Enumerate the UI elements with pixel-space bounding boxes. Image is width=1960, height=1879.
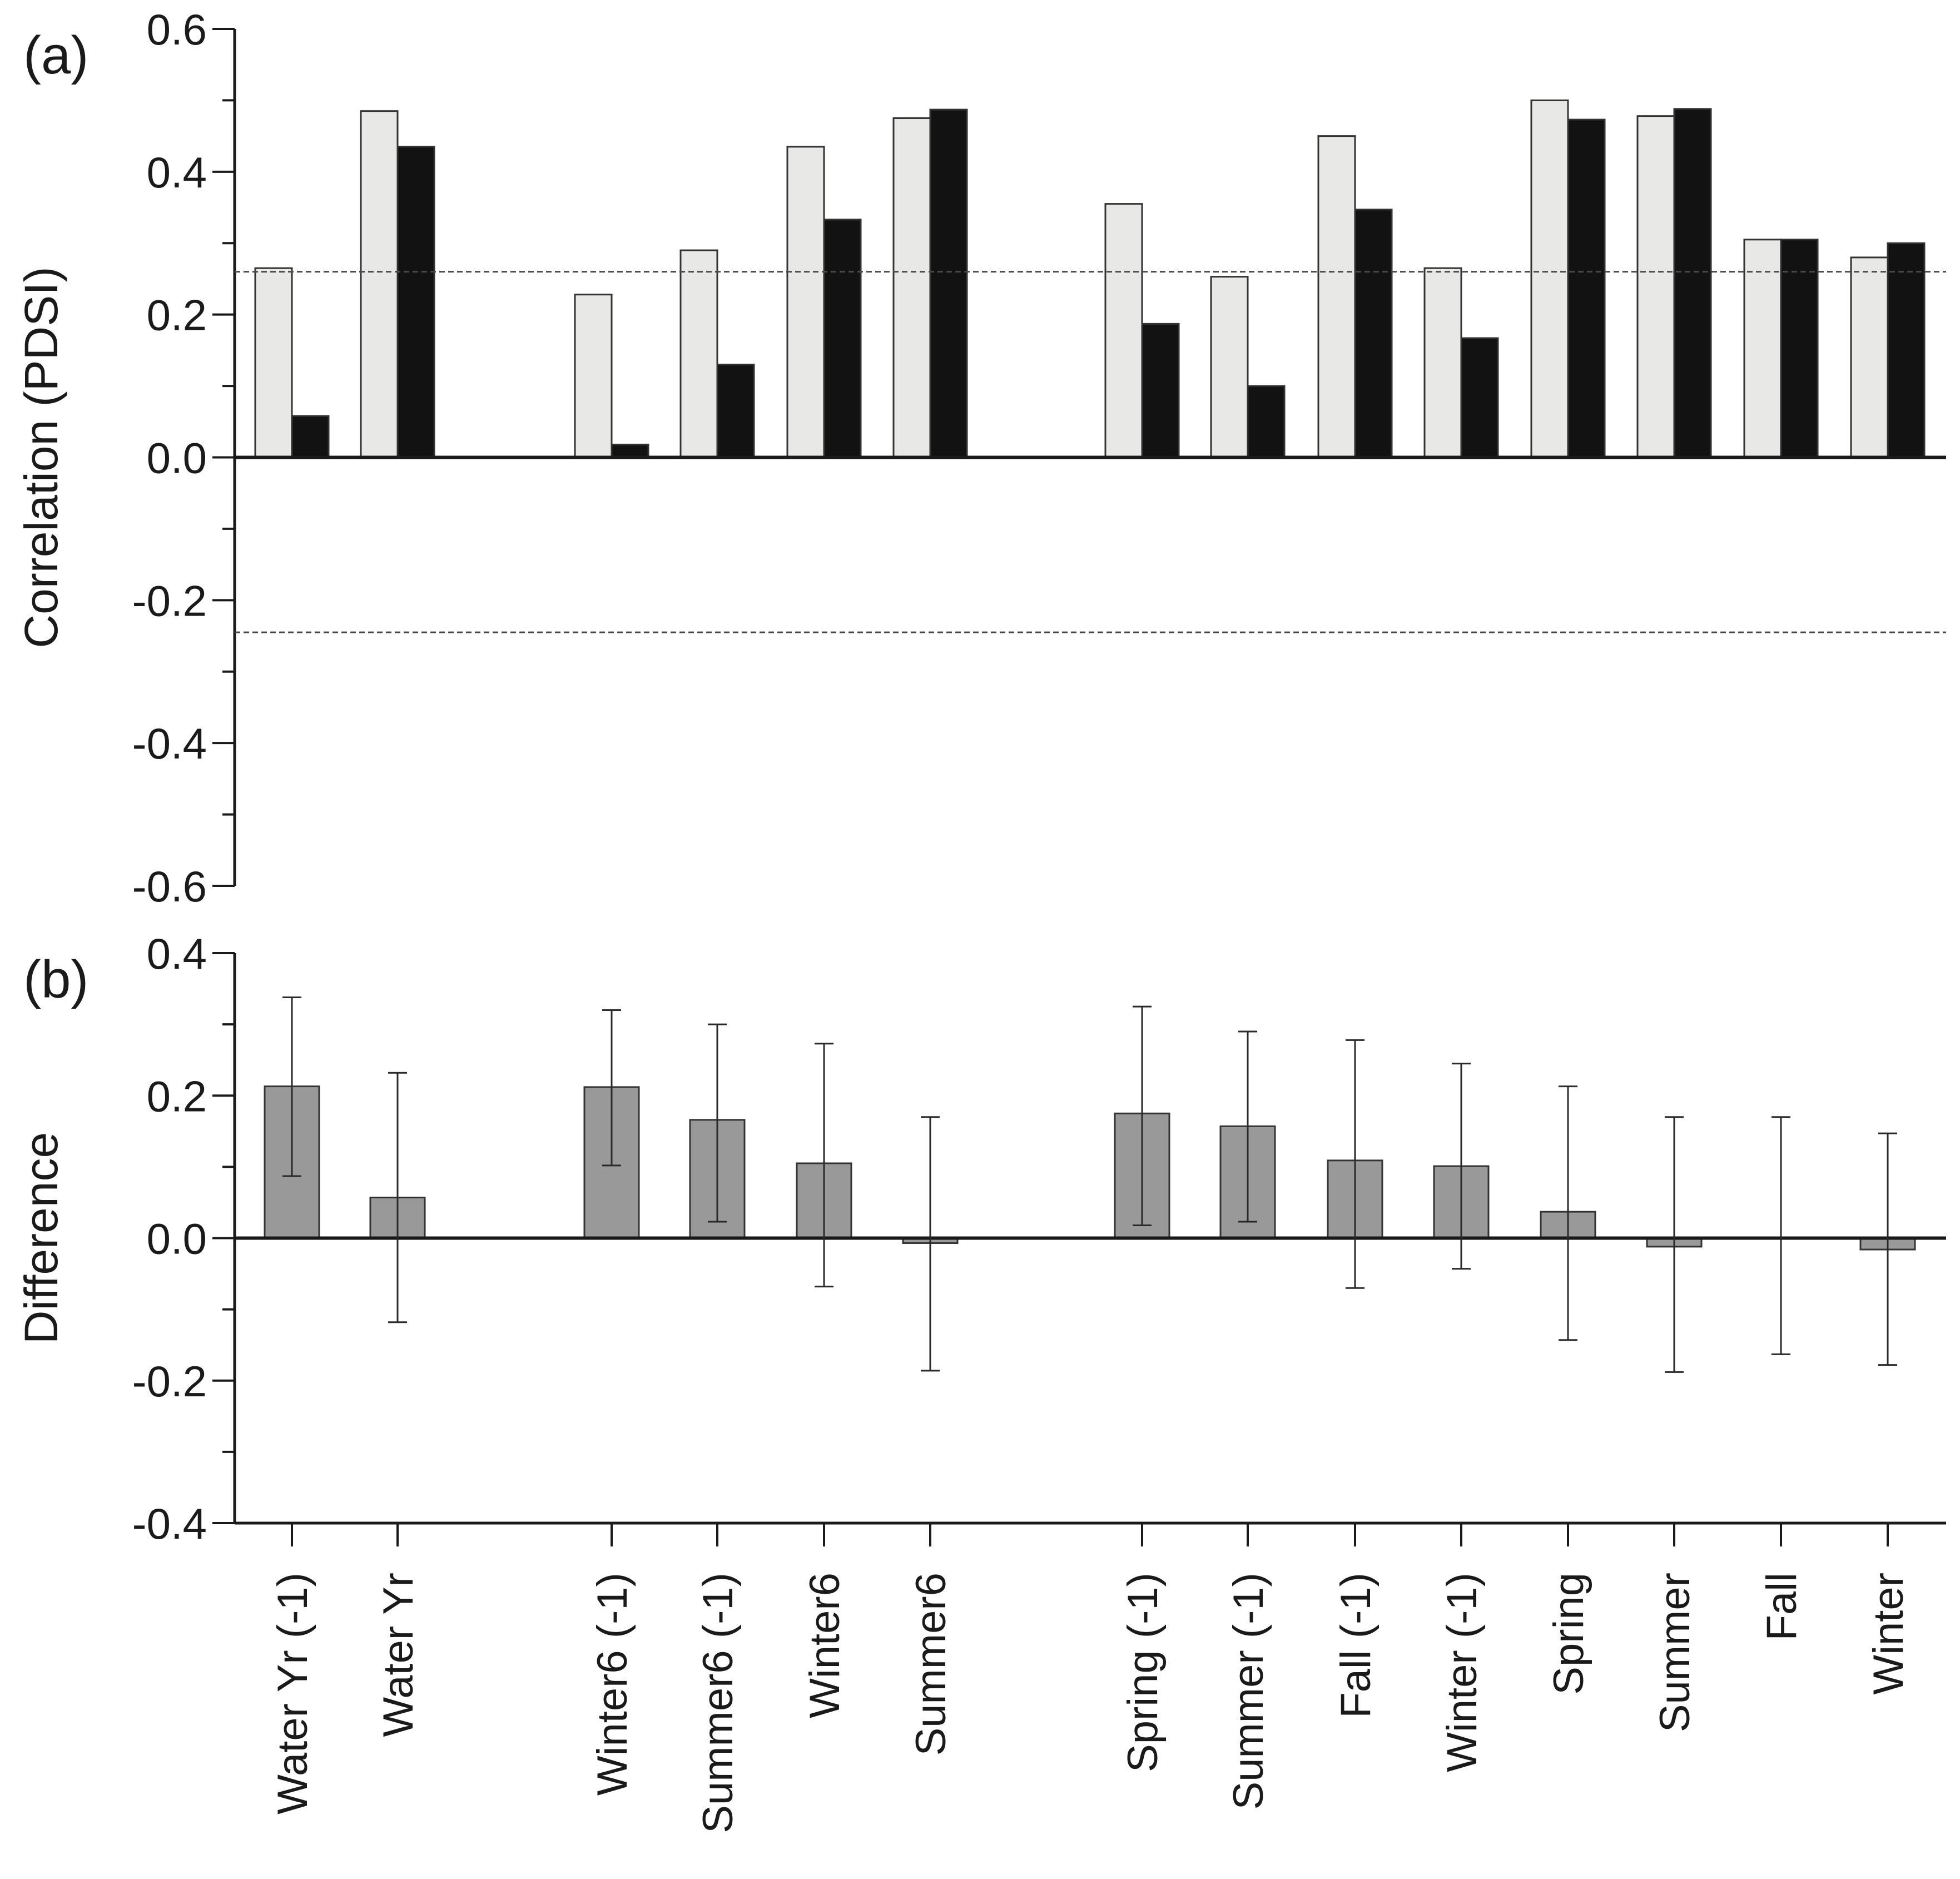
bar-series-dark [929, 108, 968, 458]
bar-series-dark [396, 146, 435, 458]
y-tick-label: -0.4 [132, 1499, 207, 1548]
category-label: Winter [1865, 1573, 1912, 1695]
bar-series-dark [1567, 118, 1606, 458]
bar-series-dark [1673, 108, 1712, 458]
panel-a-correlation: 0.6 0.4 0.2 0.0 -0.2 -0.4 -0.6 Correlation (PDS… [15, 5, 1946, 911]
panel-label: (b) [23, 950, 88, 1009]
y-tick-label: -0.2 [132, 1357, 207, 1406]
category-label: Winter6 (-1) [589, 1573, 636, 1796]
bar-series-light [1636, 115, 1675, 458]
category-label: Summer6 [907, 1573, 955, 1756]
category-label: Fall (-1) [1332, 1573, 1380, 1718]
bar-series-light [1210, 276, 1249, 458]
category-label: Water Yr [375, 1573, 422, 1737]
category-label: Spring [1545, 1573, 1592, 1695]
bar-series-dark [1247, 385, 1286, 458]
y-tick-label: 0.4 [147, 148, 207, 197]
y-tick-label: 0.2 [147, 291, 207, 340]
category-label: Fall [1758, 1573, 1805, 1640]
bar-series-dark [611, 443, 649, 459]
y-tick-label: 0.0 [147, 1214, 207, 1263]
category-label: Summer [1651, 1573, 1699, 1732]
y-tick-label: 0.2 [147, 1072, 207, 1121]
y-tick-label: 0.4 [147, 929, 207, 978]
bar-series-dark [1887, 242, 1926, 458]
bar-series-light [786, 146, 825, 458]
panel-label: (a) [23, 26, 88, 85]
category-label: Spring (-1) [1119, 1573, 1167, 1772]
bar-series-light [892, 117, 931, 459]
bar-series-dark [1460, 337, 1499, 459]
bar-series-light [574, 294, 613, 459]
panel-b-difference: 0.4 0.2 0.0 -0.2 -0.4 Difference (b) [15, 929, 1946, 1548]
bar-series-dark [291, 415, 330, 458]
category-label: Summer (-1) [1225, 1573, 1272, 1809]
y-tick-label: -0.4 [132, 719, 207, 768]
bar-series-light [254, 267, 293, 458]
category-label: Summer6 (-1) [694, 1573, 742, 1833]
bar-series-dark [823, 219, 862, 458]
y-axis-title: Difference [15, 1132, 67, 1344]
bar-series-light [1743, 239, 1782, 458]
y-tick-label: 0.0 [147, 434, 207, 483]
bar-series-light [1104, 203, 1143, 458]
category-label: Water Yr (-1) [269, 1573, 316, 1814]
y-axis-title: Correlation (PDSI) [15, 266, 67, 648]
y-tick-label: -0.2 [132, 576, 207, 625]
bar-series-dark [1354, 209, 1393, 458]
bar-series-dark [1780, 239, 1819, 458]
bar-series-light [360, 110, 399, 459]
category-axis-labels: Water Yr (-1) Water Yr Winter6 (-1) Summer6… [269, 1573, 1912, 1833]
category-label: Winter6 [801, 1573, 848, 1718]
bar-series-light [1317, 135, 1356, 458]
bar-series-light [1423, 267, 1462, 458]
y-tick-label: -0.6 [132, 862, 207, 911]
bar-series-light [679, 249, 718, 458]
category-label: Winter (-1) [1438, 1573, 1486, 1772]
bar-series-light [1850, 256, 1889, 458]
bar-series-dark [1141, 323, 1180, 458]
bar-series-dark [716, 364, 755, 459]
y-tick-label: 0.6 [147, 5, 207, 54]
bar-series-light [1530, 99, 1569, 458]
